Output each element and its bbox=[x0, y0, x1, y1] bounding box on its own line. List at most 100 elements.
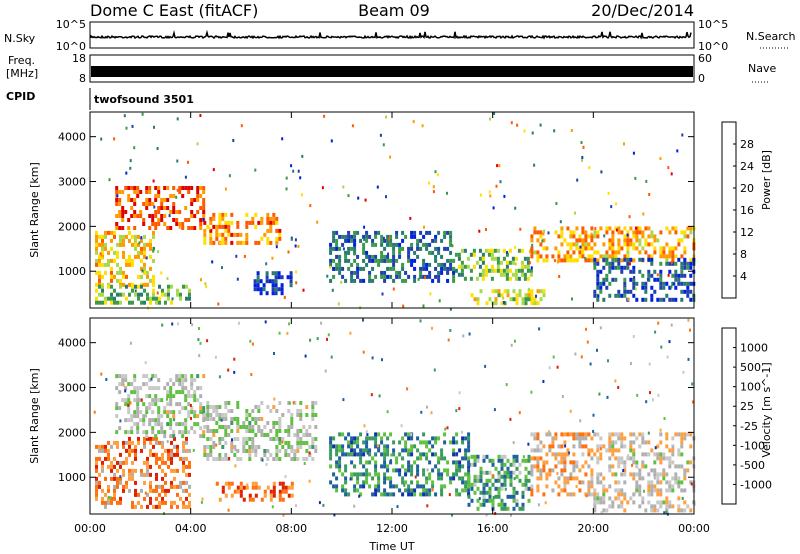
heatmap-cell bbox=[158, 484, 161, 489]
heatmap-cell bbox=[335, 254, 339, 259]
heatmap-cell bbox=[548, 472, 552, 477]
heatmap-cell bbox=[506, 251, 508, 254]
heatmap-cell bbox=[288, 322, 291, 326]
heatmap-cell bbox=[110, 460, 113, 465]
heatmap-cell bbox=[115, 186, 119, 190]
heatmap-cell bbox=[566, 432, 570, 437]
heatmap-cell bbox=[254, 453, 258, 457]
heatmap-cell bbox=[236, 457, 240, 461]
heatmap-cell bbox=[455, 452, 458, 456]
heatmap-cell bbox=[416, 456, 420, 461]
heatmap-cell bbox=[410, 488, 414, 493]
heatmap-cell bbox=[128, 282, 131, 287]
heatmap-cell bbox=[515, 454, 519, 459]
heatmap-cell bbox=[428, 460, 432, 465]
heatmap-cell bbox=[338, 246, 342, 251]
heatmap-cell bbox=[554, 480, 558, 485]
heatmap-cell bbox=[428, 488, 432, 493]
heatmap-cell bbox=[536, 230, 540, 235]
heatmap-cell bbox=[251, 485, 255, 490]
heatmap-cell bbox=[218, 453, 222, 457]
heatmap-cell bbox=[674, 273, 678, 278]
heatmap-cell bbox=[593, 488, 597, 493]
heatmap-cell bbox=[656, 500, 660, 505]
heatmap-cell bbox=[524, 458, 528, 463]
heatmap-cell bbox=[169, 434, 173, 439]
heatmap-cell bbox=[446, 266, 450, 271]
heatmap-cell bbox=[392, 448, 396, 453]
heatmap-cell bbox=[610, 205, 613, 209]
heatmap-cell bbox=[590, 476, 594, 481]
heatmap-cell bbox=[110, 258, 113, 263]
heatmap-cell bbox=[272, 489, 276, 494]
heatmap-cell bbox=[130, 198, 134, 202]
heatmap-cell bbox=[212, 409, 216, 413]
heatmap-cell bbox=[461, 436, 465, 441]
heatmap-cell bbox=[110, 230, 113, 235]
heatmap-cell bbox=[176, 468, 179, 473]
heatmap-cell bbox=[536, 464, 540, 469]
heatmap-cell bbox=[469, 276, 473, 281]
heatmap-cell bbox=[254, 240, 258, 245]
heatmap-cell bbox=[350, 274, 354, 279]
heatmap-cell bbox=[215, 421, 219, 425]
heatmap-cell bbox=[512, 490, 516, 495]
heatmap-cell bbox=[143, 460, 146, 465]
heatmap-cell bbox=[575, 246, 579, 251]
heatmap-cell bbox=[163, 386, 167, 391]
heatmap-cell bbox=[668, 246, 672, 251]
heatmap-cell bbox=[626, 265, 630, 270]
heatmap-cell bbox=[446, 278, 450, 283]
heatmap-cell bbox=[380, 238, 384, 243]
heatmap-cell bbox=[596, 460, 600, 465]
heatmap-cell bbox=[617, 492, 621, 497]
heatmap-cell bbox=[193, 378, 197, 383]
heatmap-cell bbox=[560, 452, 564, 457]
heatmap-cell bbox=[505, 264, 509, 269]
heatmap-cell bbox=[596, 448, 600, 453]
heatmap-cell bbox=[98, 242, 101, 247]
heatmap-cell bbox=[382, 143, 385, 147]
heatmap-cell bbox=[145, 198, 149, 202]
heatmap-cell bbox=[551, 254, 555, 259]
heatmap-cell bbox=[476, 506, 480, 511]
heatmap-cell bbox=[275, 449, 279, 453]
heatmap-cell bbox=[614, 448, 618, 453]
heatmap-cell bbox=[350, 238, 354, 243]
heatmap-cell bbox=[410, 452, 414, 457]
heatmap-cell bbox=[374, 230, 378, 235]
heatmap-cell bbox=[398, 468, 402, 473]
heatmap-cell bbox=[193, 226, 197, 230]
heatmap-cell bbox=[689, 230, 693, 235]
heatmap-cell bbox=[539, 456, 543, 461]
heatmap-cell bbox=[490, 276, 494, 281]
heatmap-cell bbox=[187, 218, 191, 222]
heatmap-cell bbox=[236, 417, 240, 421]
heatmap-cell bbox=[119, 476, 122, 481]
heatmap-cell bbox=[422, 274, 426, 279]
heatmap-cell bbox=[245, 409, 249, 413]
heatmap-cell bbox=[410, 464, 414, 469]
heatmap-cell bbox=[386, 258, 390, 263]
heatmap-cell bbox=[650, 254, 654, 259]
heatmap-cell bbox=[280, 283, 284, 288]
heatmap-cell bbox=[467, 482, 471, 487]
heatmap-cell bbox=[263, 493, 267, 498]
heatmap-cell bbox=[593, 492, 597, 497]
heatmap-cell bbox=[690, 482, 693, 486]
y-tick-label: 4000 bbox=[58, 337, 86, 350]
heatmap-cell bbox=[265, 291, 269, 296]
heatmap-cell bbox=[158, 492, 161, 497]
heatmap-cell bbox=[190, 394, 194, 399]
heatmap-cell bbox=[274, 271, 278, 276]
heatmap-cell bbox=[101, 238, 104, 243]
heatmap-cell bbox=[599, 226, 603, 231]
heatmap-cell bbox=[662, 246, 666, 251]
heatmap-cell bbox=[151, 426, 155, 431]
heatmap-cell bbox=[187, 430, 191, 435]
heatmap-cell bbox=[683, 257, 687, 262]
heatmap-cell bbox=[113, 476, 116, 481]
heatmap-cell bbox=[305, 441, 309, 445]
heatmap-cell bbox=[290, 164, 293, 168]
heatmap-cell bbox=[629, 242, 633, 247]
